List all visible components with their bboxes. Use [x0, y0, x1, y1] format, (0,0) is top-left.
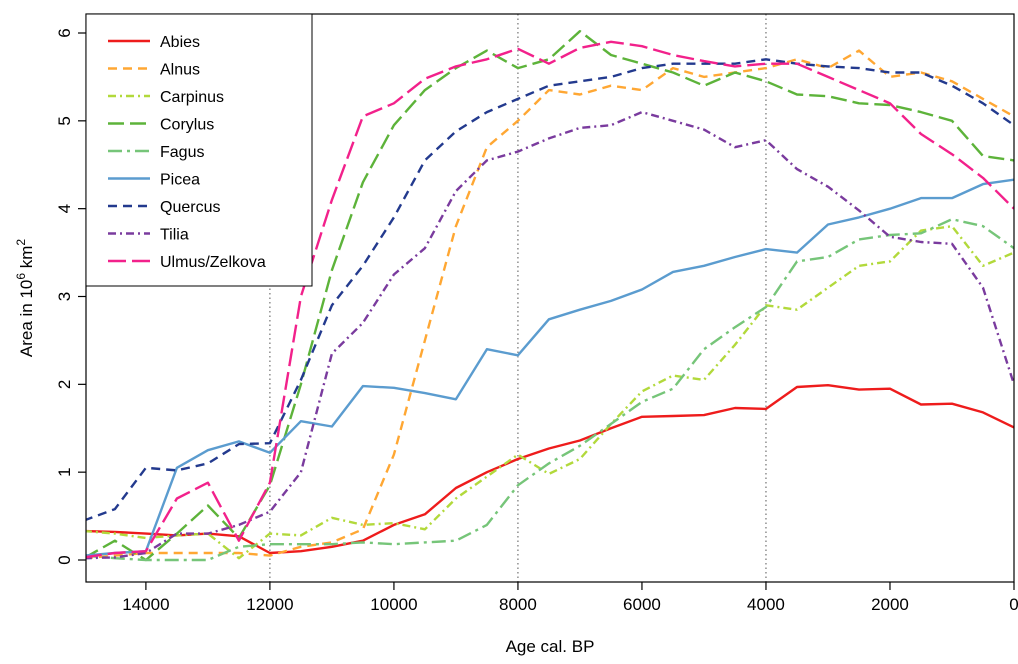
legend: Abies Alnus Carpinus Corylus Fagus Picea Querc…: [85, 13, 313, 287]
legend-label: Tilia: [160, 227, 189, 244]
series-line-abies: [86, 384, 1014, 555]
x-tick-label: 14000: [122, 595, 169, 614]
y-tick-label: 3: [55, 292, 74, 301]
y-tick-label: 1: [55, 467, 74, 476]
legend-label: Ulmus/Zelkova: [160, 254, 266, 271]
legend-label: Corylus: [160, 117, 214, 134]
x-tick-label: 4000: [747, 595, 785, 614]
series-line-tilia: [86, 110, 1014, 560]
x-tick-label: 6000: [623, 595, 661, 614]
y-tick-label: 0: [55, 555, 74, 564]
x-axis: 14000 12000 10000 8000 6000 4000 2000 0: [122, 582, 1018, 614]
series-line-corylus: [86, 30, 1014, 562]
legend-label: Abies: [160, 34, 200, 51]
series-line-fagus: [86, 217, 1014, 562]
legend-label: Fagus: [160, 144, 204, 161]
y-axis-title: Area in 106 km2: [14, 239, 36, 358]
series-lines: [86, 30, 1014, 562]
series-line-picea: [86, 178, 1014, 557]
series-line-alnus: [86, 49, 1014, 560]
x-tick-label: 8000: [499, 595, 537, 614]
legend-box: [85, 13, 313, 287]
x-tick-label: 2000: [871, 595, 909, 614]
legend-label: Picea: [160, 172, 200, 189]
y-tick-label: 6: [55, 28, 74, 37]
legend-label: Carpinus: [160, 89, 224, 106]
y-tick-label: 2: [55, 380, 74, 389]
x-tick-label: 10000: [370, 595, 417, 614]
y-axis: 0 1 2 3 4 5 6: [55, 28, 86, 565]
legend-label: Quercus: [160, 199, 220, 216]
legend-label: Alnus: [160, 62, 200, 79]
x-tick-label: 12000: [246, 595, 293, 614]
y-tick-label: 5: [55, 116, 74, 125]
series-line-carpinus: [86, 224, 1014, 560]
plot-frame: [85, 13, 1015, 583]
y-tick-label: 4: [55, 204, 74, 213]
series-line-ulmus-zelkova: [86, 40, 1014, 559]
x-axis-title: Age cal. BP: [506, 637, 595, 656]
x-tick-label: 0: [1009, 595, 1018, 614]
series-line-quercus: [86, 58, 1014, 522]
